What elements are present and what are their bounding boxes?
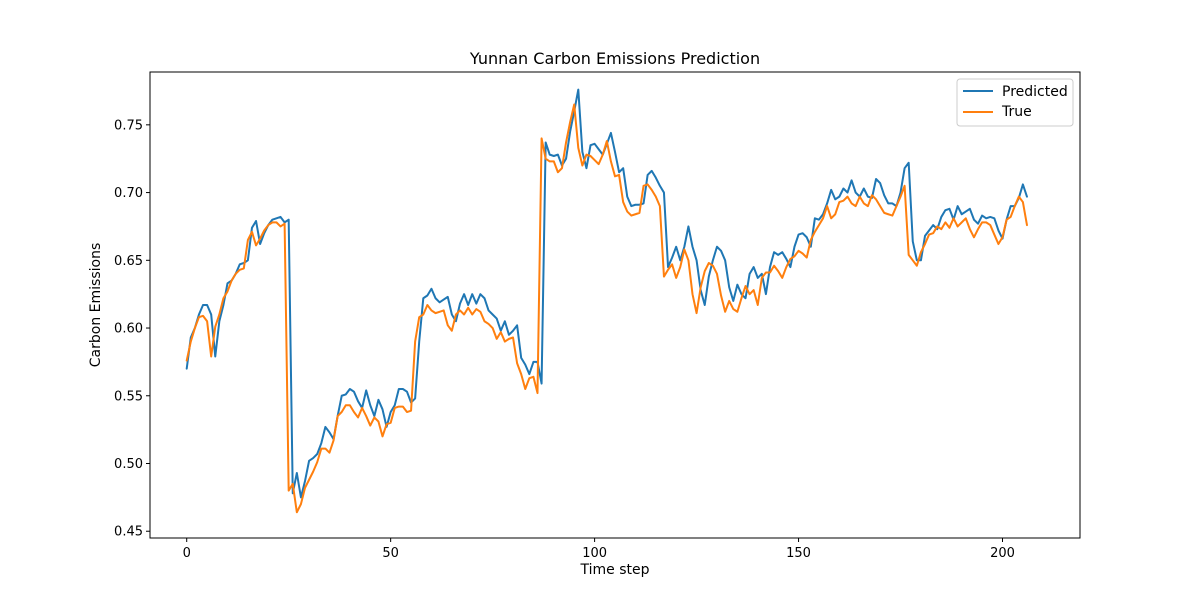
series-line-true — [185, 103, 1028, 514]
series-layer — [185, 88, 1028, 514]
y-tick-label: 0.45 — [114, 525, 143, 540]
x-axis: 0 50 100 150 200 — [183, 538, 1015, 561]
y-tick-label: 0.50 — [114, 457, 143, 472]
chart-title: Yunnan Carbon Emissions Prediction — [469, 49, 760, 68]
y-tick-label: 0.60 — [114, 322, 143, 337]
y-axis: 0.45 0.50 0.55 0.60 0.65 0.70 0.75 — [114, 118, 150, 540]
y-tick-label: 0.75 — [114, 118, 143, 133]
y-tick-label: 0.65 — [114, 254, 143, 269]
y-tick-label: 0.55 — [114, 389, 143, 404]
legend: Predicted True — [956, 78, 1074, 127]
legend-label-predicted: Predicted — [1002, 84, 1068, 100]
x-axis-label: Time step — [580, 562, 650, 578]
x-tick-label: 150 — [786, 546, 811, 561]
x-tick-label: 200 — [990, 546, 1015, 561]
x-tick-label: 50 — [382, 546, 399, 561]
y-tick-label: 0.70 — [114, 186, 143, 201]
x-tick-label: 100 — [582, 546, 607, 561]
x-tick-label: 0 — [183, 546, 191, 561]
legend-label-true: True — [1001, 104, 1032, 120]
y-axis-label: Carbon Emissions — [88, 243, 104, 367]
